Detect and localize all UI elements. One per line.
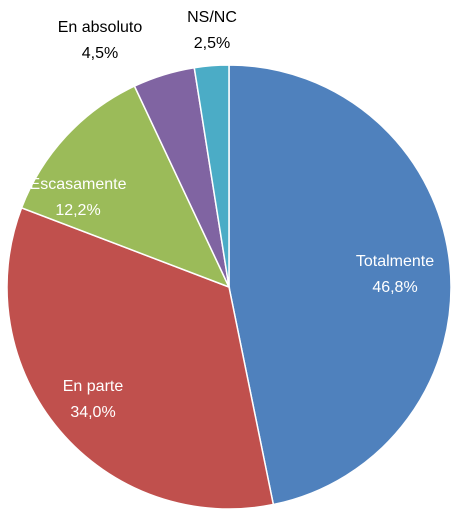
slice-value-label: 34,0% (70, 404, 115, 421)
slice-label: NS/NC (187, 9, 237, 26)
slice-label: En parte (63, 378, 124, 395)
pie-slice (20, 85, 231, 289)
slice-label: Totalmente (356, 253, 434, 270)
pie-slice (228, 64, 452, 506)
pie-slice (6, 206, 275, 510)
slice-value-label: 2,5% (194, 35, 230, 52)
slice-value-label: 46,8% (372, 279, 417, 296)
slice-value-label: 12,2% (55, 202, 100, 219)
pie-slice (193, 64, 230, 288)
slice-label: En absoluto (58, 19, 143, 36)
slice-value-label: 4,5% (82, 45, 118, 62)
slice-label: Escasamente (30, 176, 127, 193)
